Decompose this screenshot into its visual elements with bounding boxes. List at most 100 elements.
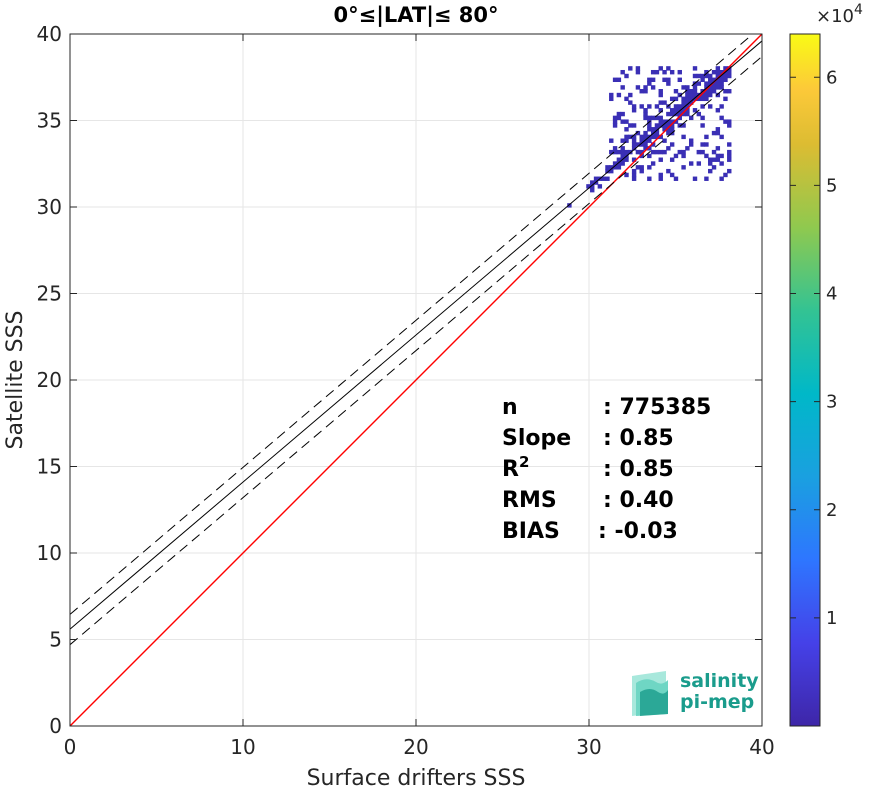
density-bin — [620, 138, 625, 143]
density-bin — [650, 115, 656, 121]
density-bin — [567, 203, 572, 208]
density-bin — [719, 153, 724, 159]
density-bin — [715, 77, 721, 83]
density-bin — [669, 111, 675, 117]
density-bin — [654, 127, 660, 132]
density-bin — [685, 100, 690, 105]
density-bin — [658, 149, 663, 155]
colorbar-tick-label: 6 — [826, 67, 837, 88]
density-bin — [593, 176, 599, 181]
x-tick-label: 10 — [230, 735, 255, 759]
density-bin — [620, 111, 625, 117]
density-bin — [708, 161, 713, 166]
density-bin — [620, 85, 625, 90]
density-bin — [700, 149, 705, 155]
density-bin — [628, 134, 633, 140]
density-bin — [681, 153, 686, 159]
density-bin — [696, 96, 702, 102]
density-bin — [700, 77, 705, 83]
density-bin — [612, 77, 618, 83]
density-bin — [616, 115, 622, 121]
density-bin — [662, 119, 667, 124]
density-bin — [723, 119, 728, 124]
density-bin — [654, 69, 660, 75]
density-bin — [609, 149, 614, 155]
stat-label: R2 — [502, 453, 529, 482]
density-bin — [708, 81, 713, 86]
x-tick-label: 20 — [403, 735, 428, 759]
density-bin — [616, 149, 622, 155]
density-bin — [647, 77, 652, 83]
density-bin — [669, 157, 675, 162]
density-bin — [719, 81, 724, 86]
y-tick-label: 25 — [37, 282, 62, 306]
regression-line — [70, 40, 762, 630]
density-bin — [639, 134, 644, 140]
density-bin — [662, 100, 667, 105]
density-bin — [685, 108, 690, 113]
stat-label-text: BIAS — [502, 519, 560, 544]
density-bin — [700, 73, 705, 79]
stat-label: BIAS — [502, 519, 560, 544]
density-bin — [708, 157, 713, 162]
x-tick-label: 0 — [64, 735, 77, 759]
stat-superscript: 2 — [519, 453, 529, 471]
stats-box: n: 775385 Slope: 0.85 R2: 0.85 RMS: 0.40 BIA… — [502, 395, 711, 544]
logo-waves-icon — [632, 671, 668, 716]
density-bin — [696, 81, 702, 86]
density-bin — [688, 138, 694, 143]
density-bin — [669, 123, 675, 128]
density-bin — [681, 96, 686, 102]
colorbar — [789, 33, 821, 727]
density-bin — [677, 69, 682, 75]
density-bin — [658, 66, 663, 71]
colorbar-exponent-base: ×10 — [816, 6, 854, 27]
density-bin — [708, 85, 713, 90]
density-bin — [711, 77, 717, 83]
density-bin — [723, 96, 728, 102]
reference-lines — [70, 34, 762, 726]
stat-label: n — [502, 395, 518, 420]
density-bin — [616, 161, 622, 166]
density-bin — [650, 77, 656, 83]
density-bin — [704, 69, 709, 75]
colorbar-tick-label: 3 — [826, 392, 837, 413]
density-bin — [673, 108, 679, 113]
density-bin — [597, 184, 603, 189]
density-bin — [662, 69, 667, 75]
density-bin — [681, 134, 686, 140]
logo: salinity pi-mep — [632, 670, 759, 716]
density-bin — [628, 123, 633, 128]
density-bin — [719, 161, 724, 166]
density-bin — [650, 134, 656, 140]
stat-label-text: n — [502, 395, 518, 420]
density-bin — [677, 149, 682, 155]
density-bin — [719, 176, 724, 181]
density-bin — [669, 172, 675, 178]
density-bin — [639, 168, 644, 174]
density-bin — [612, 161, 618, 166]
density-cloud — [567, 66, 732, 208]
y-tick-label: 15 — [37, 455, 62, 479]
density-bin — [715, 66, 721, 71]
density-bin — [681, 104, 686, 109]
y-axis-label: Satellite SSS — [3, 311, 28, 450]
density-bin — [715, 92, 721, 98]
density-bin — [688, 92, 694, 98]
density-bin — [688, 115, 694, 121]
stat-label-text: RMS — [502, 488, 557, 513]
density-bin — [704, 81, 709, 86]
density-bin — [590, 184, 595, 189]
stat-value: : -0.03 — [598, 519, 678, 544]
density-bin — [647, 115, 652, 121]
density-bin — [635, 130, 641, 136]
density-bin — [631, 104, 637, 109]
density-bin — [704, 92, 709, 98]
density-bin — [605, 176, 610, 181]
density-bin — [605, 168, 610, 174]
density-bin — [620, 149, 625, 155]
density-bin — [727, 153, 732, 159]
density-bin — [666, 66, 671, 71]
density-bin — [708, 104, 713, 109]
density-bin — [624, 73, 629, 79]
